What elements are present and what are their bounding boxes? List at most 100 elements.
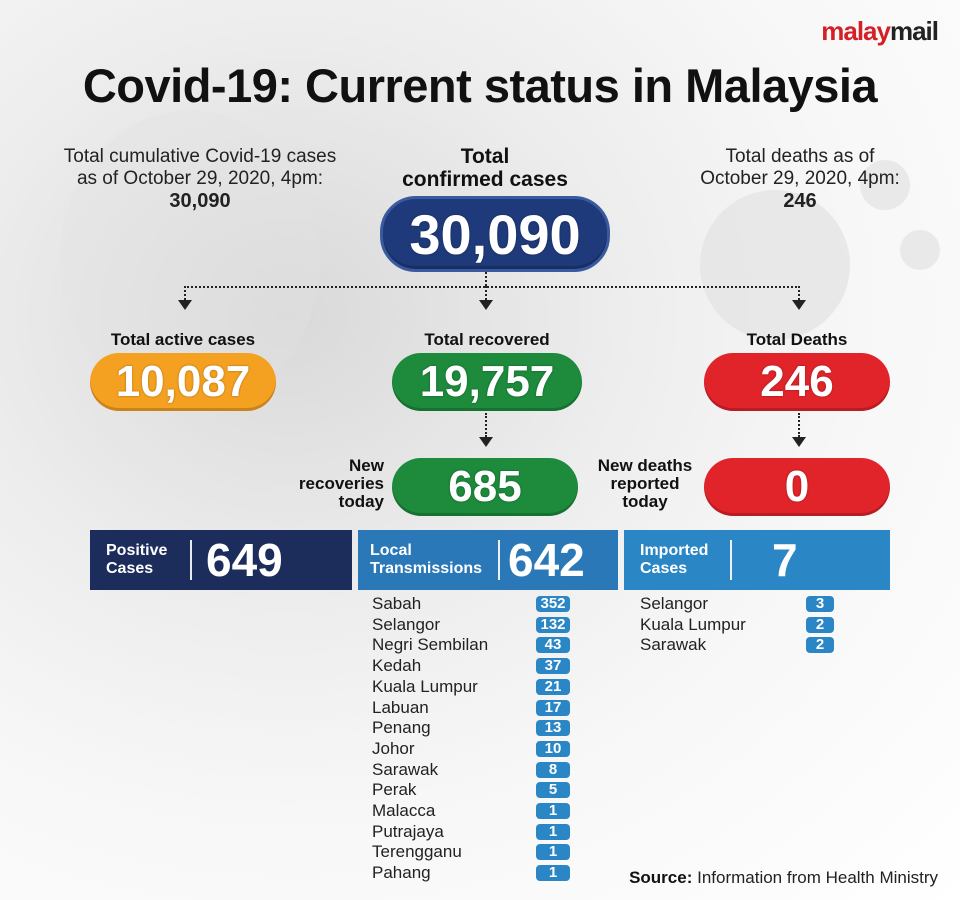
confirmed-line2: confirmed cases [402,168,568,191]
list-item-count-badge: 352 [536,596,570,612]
arrow-icon [479,300,493,310]
imported-label: Imported Cases [624,542,730,578]
list-item-state: Kuala Lumpur [372,676,478,696]
active-label: Total active cases [110,330,256,349]
list-item-count-badge: 21 [536,678,570,695]
cumulative-line1: Total cumulative Covid-19 cases [63,146,337,167]
arrow-icon [178,300,192,310]
list-item-state: Selangor [640,594,709,613]
divider [190,540,192,580]
list-item-state: Putrajaya [372,821,444,841]
new-recoveries-line1: New [349,456,384,475]
source-label: Source: [629,868,693,887]
new-recoveries-pill: 685 [392,458,578,516]
connector-line [485,413,487,437]
list-item-count-badge: 1 [536,865,570,882]
list-item-state: Johor [372,738,415,758]
imported-line2: Cases [640,560,688,577]
list-item-count-badge: 2 [806,637,834,654]
cumulative-value: 30,090 [169,190,231,212]
list-item-count-badge: 1 [536,844,570,861]
list-item-count-badge: 37 [536,658,570,675]
deaths-info-value: 246 [783,190,817,212]
imported-cases-box: Imported Cases 7 [624,530,890,590]
positive-cases-value: 649 [206,534,283,586]
new-recoveries-line2: recoveries [298,474,384,493]
page-title: Covid-19: Current status in Malaysia [82,59,878,112]
connector-line [485,286,487,300]
list-item-state: Labuan [372,697,429,717]
positive-line1: Positive [106,542,168,559]
recovered-label: Total recovered [424,330,550,349]
divider [730,540,732,580]
list-item-count-badge: 132 [536,616,570,633]
new-deaths-line2: reported [610,474,680,493]
cumulative-info: Total cumulative Covid-19 cases as of Oc… [40,146,360,212]
list-item-state: Sarawak [372,759,439,779]
list-item-count-badge: 8 [536,761,570,778]
source-note: Source: Information from Health Ministry [629,868,938,888]
positive-cases-box: Positive Cases 649 [90,530,352,590]
new-deaths-label: New deaths reported today [590,457,700,511]
deaths-info-line2: October 29, 2020, 4pm: [700,168,900,189]
virus-decoration [860,160,910,210]
connector-line [485,272,487,286]
cumulative-line2: as of October 29, 2020, 4pm: [76,168,324,189]
imported-line1: Imported [640,542,709,559]
arrow-icon [792,300,806,310]
malaymail-logo: malaymail [821,16,939,46]
list-item-state: Negri Sembilan [372,635,489,655]
list-item-state: Sabah [372,594,422,613]
confirmed-label: Total confirmed cases [380,145,590,191]
list-item-state: Malacca [372,801,436,820]
list-item-count-badge: 43 [536,637,570,654]
local-line2: Transmissions [370,560,483,577]
arrow-icon [792,437,806,447]
new-deaths-line1: New deaths [597,456,693,475]
list-item-count-badge: 2 [806,616,834,633]
virus-decoration [900,230,940,270]
list-item-state: Penang [372,718,431,738]
list-item-state: Kedah [372,656,422,676]
imported-value: 7 [772,534,798,586]
list-item-count-badge: 5 [536,782,570,799]
arrow-icon [479,437,493,447]
local-label: Local Transmissions [358,542,490,578]
list-item-count-badge: 3 [806,596,834,612]
deaths-info: Total deaths as of October 29, 2020, 4pm… [660,146,940,212]
list-item-state: Terengganu [372,842,462,862]
total-deaths-pill: 246 [704,353,890,411]
positive-line2: Cases [106,560,154,577]
source-text: Information from Health Ministry [697,868,938,887]
new-deaths-line3: today [622,492,668,511]
list-item-count-badge: 1 [536,823,570,840]
list-item-state: Kuala Lumpur [640,614,746,634]
list-item-state: Perak [372,780,417,800]
local-transmissions-box: Local Transmissions 642 [358,530,618,590]
local-line1: Local [370,542,412,559]
positive-cases-label: Positive Cases [90,542,176,578]
list-item-count-badge: 17 [536,699,570,716]
total-deaths-label: Total Deaths [746,330,848,349]
connector-line [184,286,800,288]
new-recoveries-line3: today [338,492,384,511]
list-item-state: Selangor [372,614,441,634]
deaths-info-line1: Total deaths as of [725,146,875,167]
new-deaths-pill: 0 [704,458,890,516]
list-item-state: Pahang [372,863,431,883]
divider [498,540,500,580]
new-recoveries-label: New recoveries today [280,457,384,511]
connector-line [798,413,800,437]
confirmed-pill: 30,090 [380,196,610,272]
local-value: 642 [508,534,585,586]
list-item-state: Sarawak [640,635,707,655]
recovered-pill: 19,757 [392,353,582,411]
confirmed-line1: Total [460,145,510,168]
active-pill: 10,087 [90,353,276,411]
virus-decoration [700,190,850,340]
connector-line [184,286,186,300]
list-item-count-badge: 10 [536,740,570,757]
list-item-count-badge: 1 [536,803,570,819]
connector-line [798,286,800,300]
list-item-count-badge: 13 [536,720,570,737]
